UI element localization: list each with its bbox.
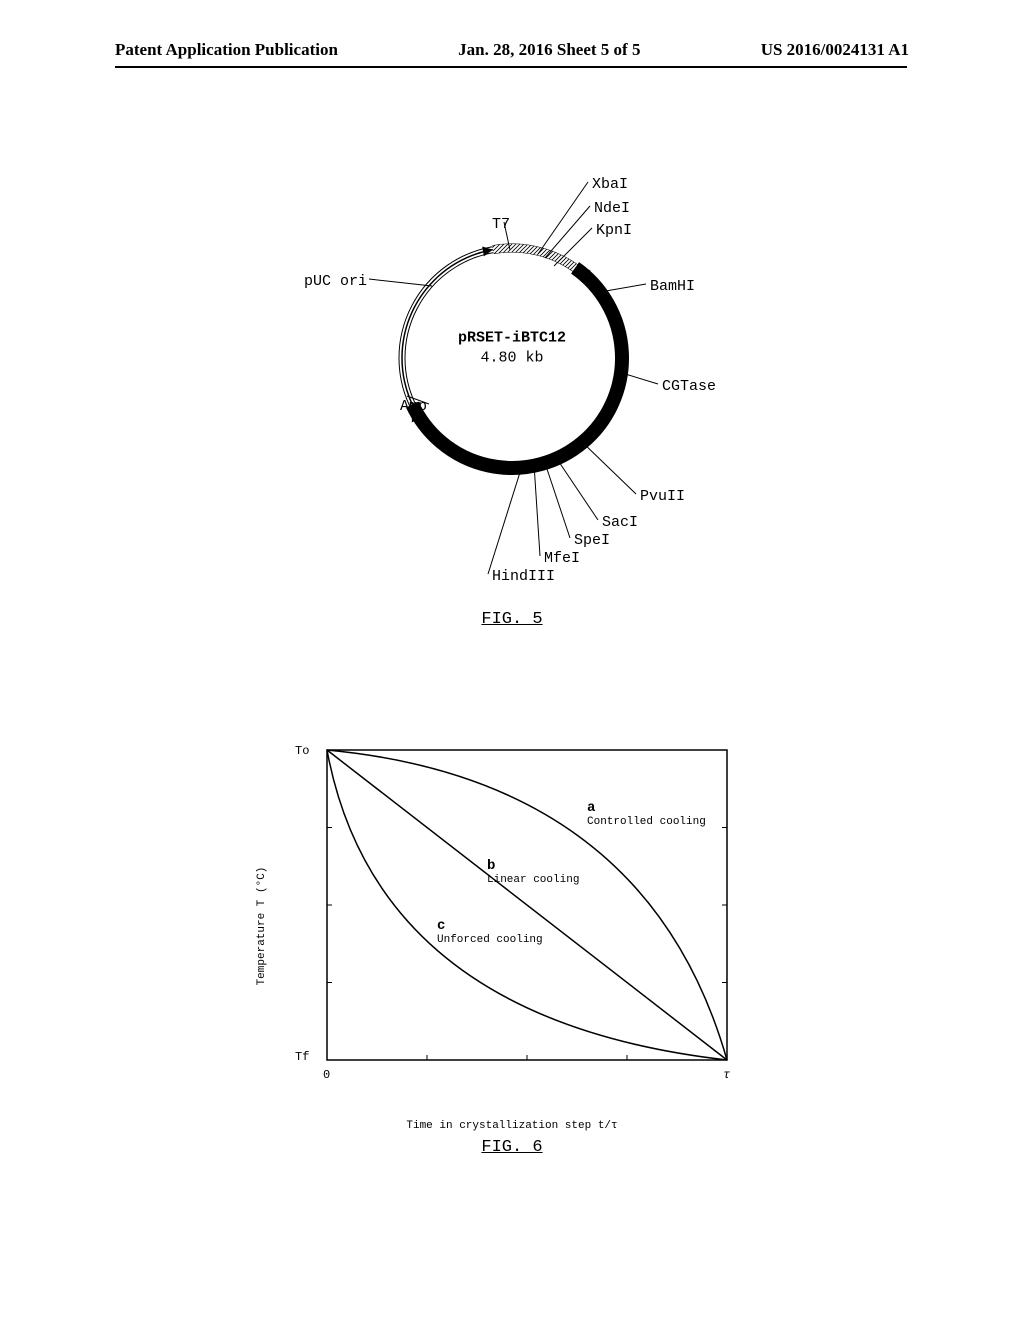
plasmid-label-cgtase: CGTase <box>662 378 716 395</box>
curve-label-b: bLinear cooling <box>487 858 579 886</box>
plasmid-diagram: pRSET-iBTC12 4.80 kb XbaI NdeI KpnI T7 BamHI… <box>242 158 782 538</box>
plasmid-label-puc ori: pUC ori <box>304 273 367 290</box>
curve-label-c: cUnforced cooling <box>437 918 543 946</box>
plasmid-size: 4.80 kb <box>458 348 566 368</box>
fig5-caption: FIG. 5 <box>481 610 542 629</box>
plasmid-label-pvuii: PvuII <box>640 488 685 505</box>
chart-xlabel: Time in crystallization step t/τ <box>406 1120 617 1132</box>
plasmid-center-label: pRSET-iBTC12 4.80 kb <box>458 329 566 368</box>
chart-ytick-top: To <box>295 744 309 758</box>
header-divider <box>115 66 907 68</box>
plasmid-label-mfei: MfeI <box>544 550 580 567</box>
chart-ytick-bottom: Tf <box>295 1050 309 1064</box>
fig6-caption: FIG. 6 <box>481 1138 542 1157</box>
curve-label-a: aControlled cooling <box>587 800 706 828</box>
plasmid-label-ndei: NdeI <box>594 200 630 217</box>
chart-xtick-left: 0 <box>323 1068 330 1082</box>
plasmid-name: pRSET-iBTC12 <box>458 329 566 349</box>
chart-svg <box>277 740 747 1080</box>
header-center: Jan. 28, 2016 Sheet 5 of 5 <box>458 40 640 60</box>
plasmid-label-bamhi: BamHI <box>650 278 695 295</box>
plasmid-label-hindiii: HindIII <box>492 568 555 585</box>
chart-xtick-right: τ <box>723 1068 730 1082</box>
header-right: US 2016/0024131 A1 <box>761 40 909 60</box>
page-header: Patent Application Publication Jan. 28, … <box>0 40 1024 60</box>
plasmid-label-amp: Amp <box>400 398 427 415</box>
plasmid-label-spei: SpeI <box>574 532 610 549</box>
plasmid-svg <box>242 158 782 578</box>
plasmid-label-kpni: KpnI <box>596 222 632 239</box>
cooling-chart: Temperature T (°C) Time in crystallizati… <box>277 740 747 1100</box>
plasmid-label-t7: T7 <box>492 216 510 233</box>
plasmid-label-saci: SacI <box>602 514 638 531</box>
chart-ylabel: Temperature T (°C) <box>256 867 268 986</box>
plasmid-label-xbai: XbaI <box>592 176 628 193</box>
header-left: Patent Application Publication <box>115 40 338 60</box>
